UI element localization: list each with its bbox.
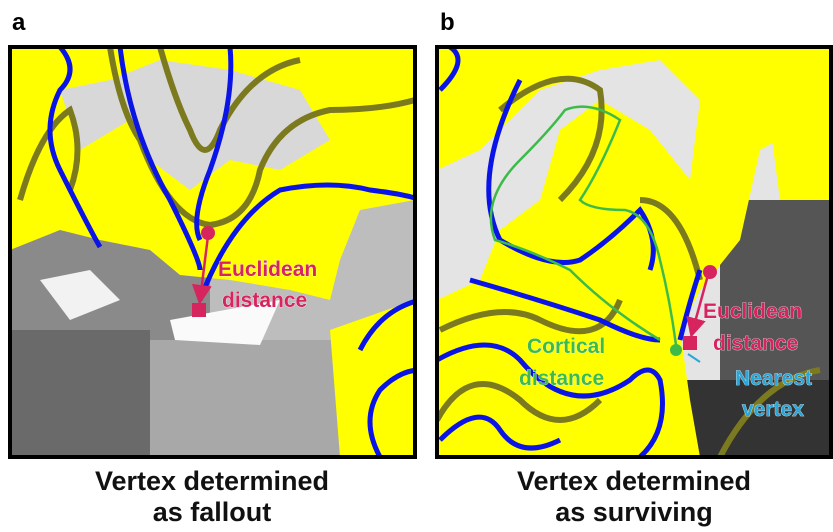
panel-frame <box>435 45 833 459</box>
white-contour <box>437 47 703 457</box>
annotation: distance <box>519 367 604 390</box>
nearest-point <box>192 303 206 317</box>
annotation: vertex <box>742 398 804 421</box>
white-contour <box>47 47 415 457</box>
annotation: Nearest <box>735 367 812 390</box>
euclidean-arrow <box>191 235 212 305</box>
caption: as surviving <box>555 497 713 527</box>
dark-region <box>10 330 150 457</box>
white-streak <box>40 270 120 320</box>
panel-letter: a <box>12 9 26 36</box>
nearest-arrow <box>687 353 701 363</box>
pial-contour <box>437 75 821 457</box>
yellow-region <box>330 300 415 457</box>
caption: as fallout <box>153 497 272 527</box>
panel-letter: b <box>440 9 455 36</box>
vertex-point <box>703 265 717 279</box>
annotation: Euclidean <box>703 300 802 323</box>
annotation: distance <box>222 289 307 312</box>
gray-region <box>150 340 350 457</box>
cortical-point <box>670 344 682 356</box>
vertex-point <box>201 226 215 240</box>
annotation: Cortical <box>527 335 605 358</box>
panel-a-image <box>10 47 415 457</box>
yellow-region <box>437 47 831 457</box>
nearest-point <box>683 336 697 350</box>
caption: Vertex determined <box>95 466 329 496</box>
euclidean-arrow <box>686 274 710 338</box>
pial-contour <box>17 47 415 229</box>
panel-b-image <box>437 47 831 457</box>
caption: Vertex determined <box>517 466 751 496</box>
cortical-path <box>489 105 678 346</box>
annotation: distance <box>713 332 798 355</box>
annotation: Euclidean <box>218 258 317 281</box>
white-streak <box>170 300 280 345</box>
dark-region <box>680 380 831 457</box>
yellow-region <box>760 47 831 200</box>
panel-frame <box>8 45 417 459</box>
